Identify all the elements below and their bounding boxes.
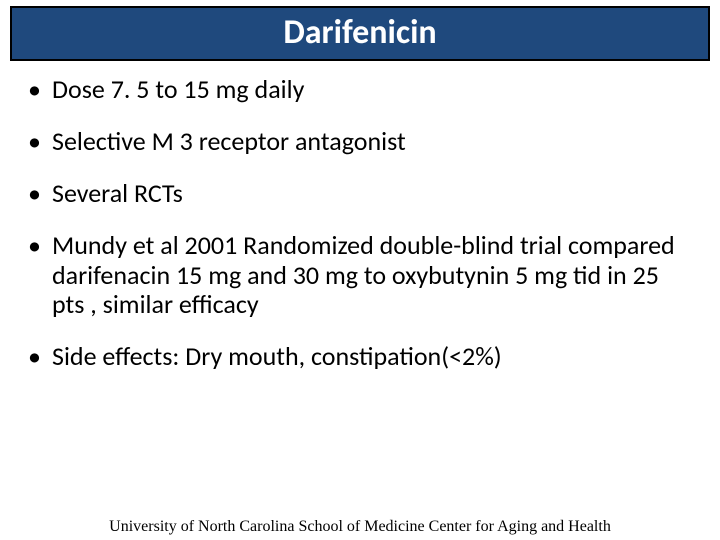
list-item: • Selective M 3 receptor antagonist [28,127,692,157]
title-bar: Darifenicin [10,6,710,61]
bullet-list: • Dose 7. 5 to 15 mg daily • Selective M… [0,61,720,372]
bullet-marker-icon: • [28,342,52,372]
list-item: • Mundy et al 2001 Randomized double-bli… [28,231,692,321]
list-item: • Dose 7. 5 to 15 mg daily [28,75,692,105]
bullet-text: Several RCTs [52,179,692,209]
bullet-text: Selective M 3 receptor antagonist [52,127,692,157]
bullet-marker-icon: • [28,179,52,209]
bullet-text: Side effects: Dry mouth, constipation(<2… [52,342,692,372]
slide-footer: University of North Carolina School of M… [0,518,720,536]
bullet-text: Mundy et al 2001 Randomized double-blind… [52,231,692,321]
slide-title: Darifenicin [283,12,436,53]
list-item: • Several RCTs [28,179,692,209]
bullet-marker-icon: • [28,127,52,157]
list-item: • Side effects: Dry mouth, constipation(… [28,342,692,372]
bullet-marker-icon: • [28,75,52,105]
bullet-marker-icon: • [28,231,52,261]
bullet-text: Dose 7. 5 to 15 mg daily [52,75,692,105]
